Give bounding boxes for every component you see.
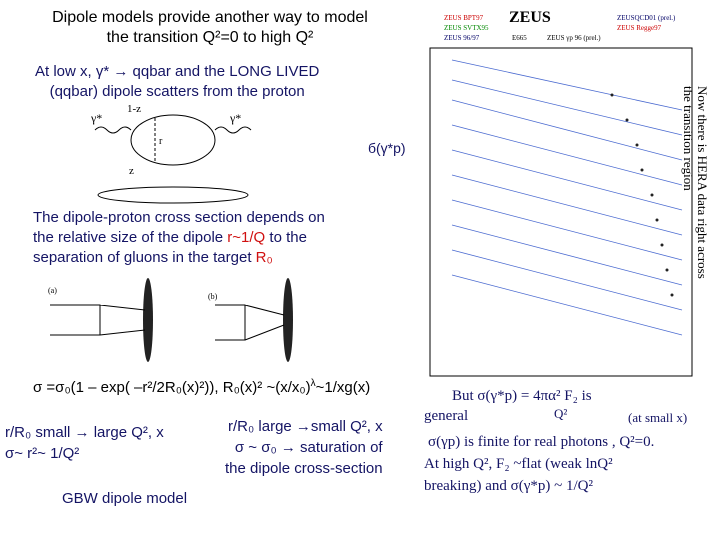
note: breaking) and σ(γ*p) ~ 1/Q² <box>424 478 593 494</box>
legend-entry: ZEUS γp 96 (prel.) <box>547 34 601 42</box>
diagram-label: γ* <box>229 111 241 125</box>
text-line: separation of gluons in the target R₀ <box>33 248 325 268</box>
formula-part: ~1/xg(x) <box>315 379 371 396</box>
intro: At low x, γ* → qqbar and the LONG LIVED … <box>35 62 319 102</box>
diagram-label: γ* <box>90 111 102 125</box>
text-line: r/R₀ large →small Q², x <box>228 418 383 435</box>
plot-title: ZEUS <box>509 9 551 26</box>
text-line: the dipole cross-section <box>225 460 383 477</box>
text-line: σ ~ σ₀ → saturation of <box>234 439 383 456</box>
highlight: r~1/Q <box>227 229 266 246</box>
diagram-label: 1-z <box>127 103 141 115</box>
proton <box>283 278 293 362</box>
intro-line: At low x, γ* → qqbar and the LONG LIVED <box>35 63 320 80</box>
plot-frame <box>429 47 693 377</box>
text-line: σ~ r²~ 1/Q² <box>5 445 80 462</box>
side-note: the transition region <box>681 86 696 191</box>
photon-line <box>214 126 252 134</box>
legend-entry: ZEUS Regge97 <box>617 24 662 32</box>
note: σ(γp) is finite for real photons , Q²=0. <box>428 434 655 450</box>
gluon-lines <box>215 304 285 341</box>
title: Dipole models provide another way to mod… <box>30 8 390 48</box>
formula-part: σ =σ₀(1 – exp( –r²/2R₀(x)²)), R₀(x)² ~(x… <box>33 379 311 396</box>
small-r: r/R₀ small → large Q², x σ~ r²~ 1/Q² <box>5 422 164 464</box>
note: (at small x) <box>628 410 688 425</box>
zeus-plot: ZEUS ZEUS BPT97 ZEUS SVTX95 ZEUS 96/97 E… <box>429 9 710 377</box>
note: Q² <box>554 406 568 421</box>
curves <box>451 59 683 336</box>
formula-part: λ <box>310 378 316 389</box>
dipole-loop <box>130 114 216 166</box>
sigma-label: б(γ*p) <box>368 140 406 156</box>
note: At high Q², F₂ ~flat (weak lnQ² <box>424 456 613 472</box>
diagram-label: z <box>129 165 134 177</box>
model-name: GBW dipole model <box>62 490 188 507</box>
side-note: Now there is HERA data right across <box>695 86 710 279</box>
title-line: the transition Q²=0 to high Q² <box>106 29 314 46</box>
text-line: the relative size of the dipole r~1/Q to… <box>33 228 325 248</box>
text-line: r/R₀ small → large Q², x <box>5 424 164 441</box>
text: to the <box>265 229 307 246</box>
cross-section-text: The dipole-proton cross section depends … <box>33 208 325 268</box>
gluon-diagram: (a) (b) <box>48 278 293 362</box>
text-line: The dipole-proton cross section depends … <box>33 209 325 226</box>
legend-entry: ZEUS SVTX95 <box>444 24 489 32</box>
diagram-label: (b) <box>208 292 218 301</box>
intro-line: (qqbar) dipole scatters from the proton <box>49 83 305 100</box>
legend-entry: ZEUS 96/97 <box>444 34 480 42</box>
note: But σ(γ*p) = 4πα² F₂ is <box>452 388 592 404</box>
note: general <box>424 408 469 424</box>
dipole-diagram: γ* γ* 1-z z r <box>90 103 252 204</box>
title-line: Dipole models provide another way to mod… <box>52 9 368 26</box>
diagram-label: (a) <box>48 286 57 295</box>
legend-entry: ZEUSQCD01 (prel.) <box>617 14 676 22</box>
gluon-lines <box>50 304 146 336</box>
text: separation of gluons in the target <box>33 249 256 266</box>
points <box>610 93 674 297</box>
legend-entry: E665 <box>512 34 527 42</box>
highlight: R₀ <box>255 249 273 266</box>
text: the relative size of the dipole <box>33 229 228 246</box>
large-r: r/R₀ large →small Q², x σ ~ σ₀ → saturat… <box>225 416 383 479</box>
photon-line <box>94 126 132 134</box>
proton <box>97 186 249 204</box>
proton <box>143 278 153 362</box>
formula: σ =σ₀(1 – exp( –r²/2R₀(x)²)), R₀(x)² ~(x… <box>33 378 370 396</box>
diagram-label: r <box>159 136 163 147</box>
legend-entry: ZEUS BPT97 <box>444 14 484 22</box>
